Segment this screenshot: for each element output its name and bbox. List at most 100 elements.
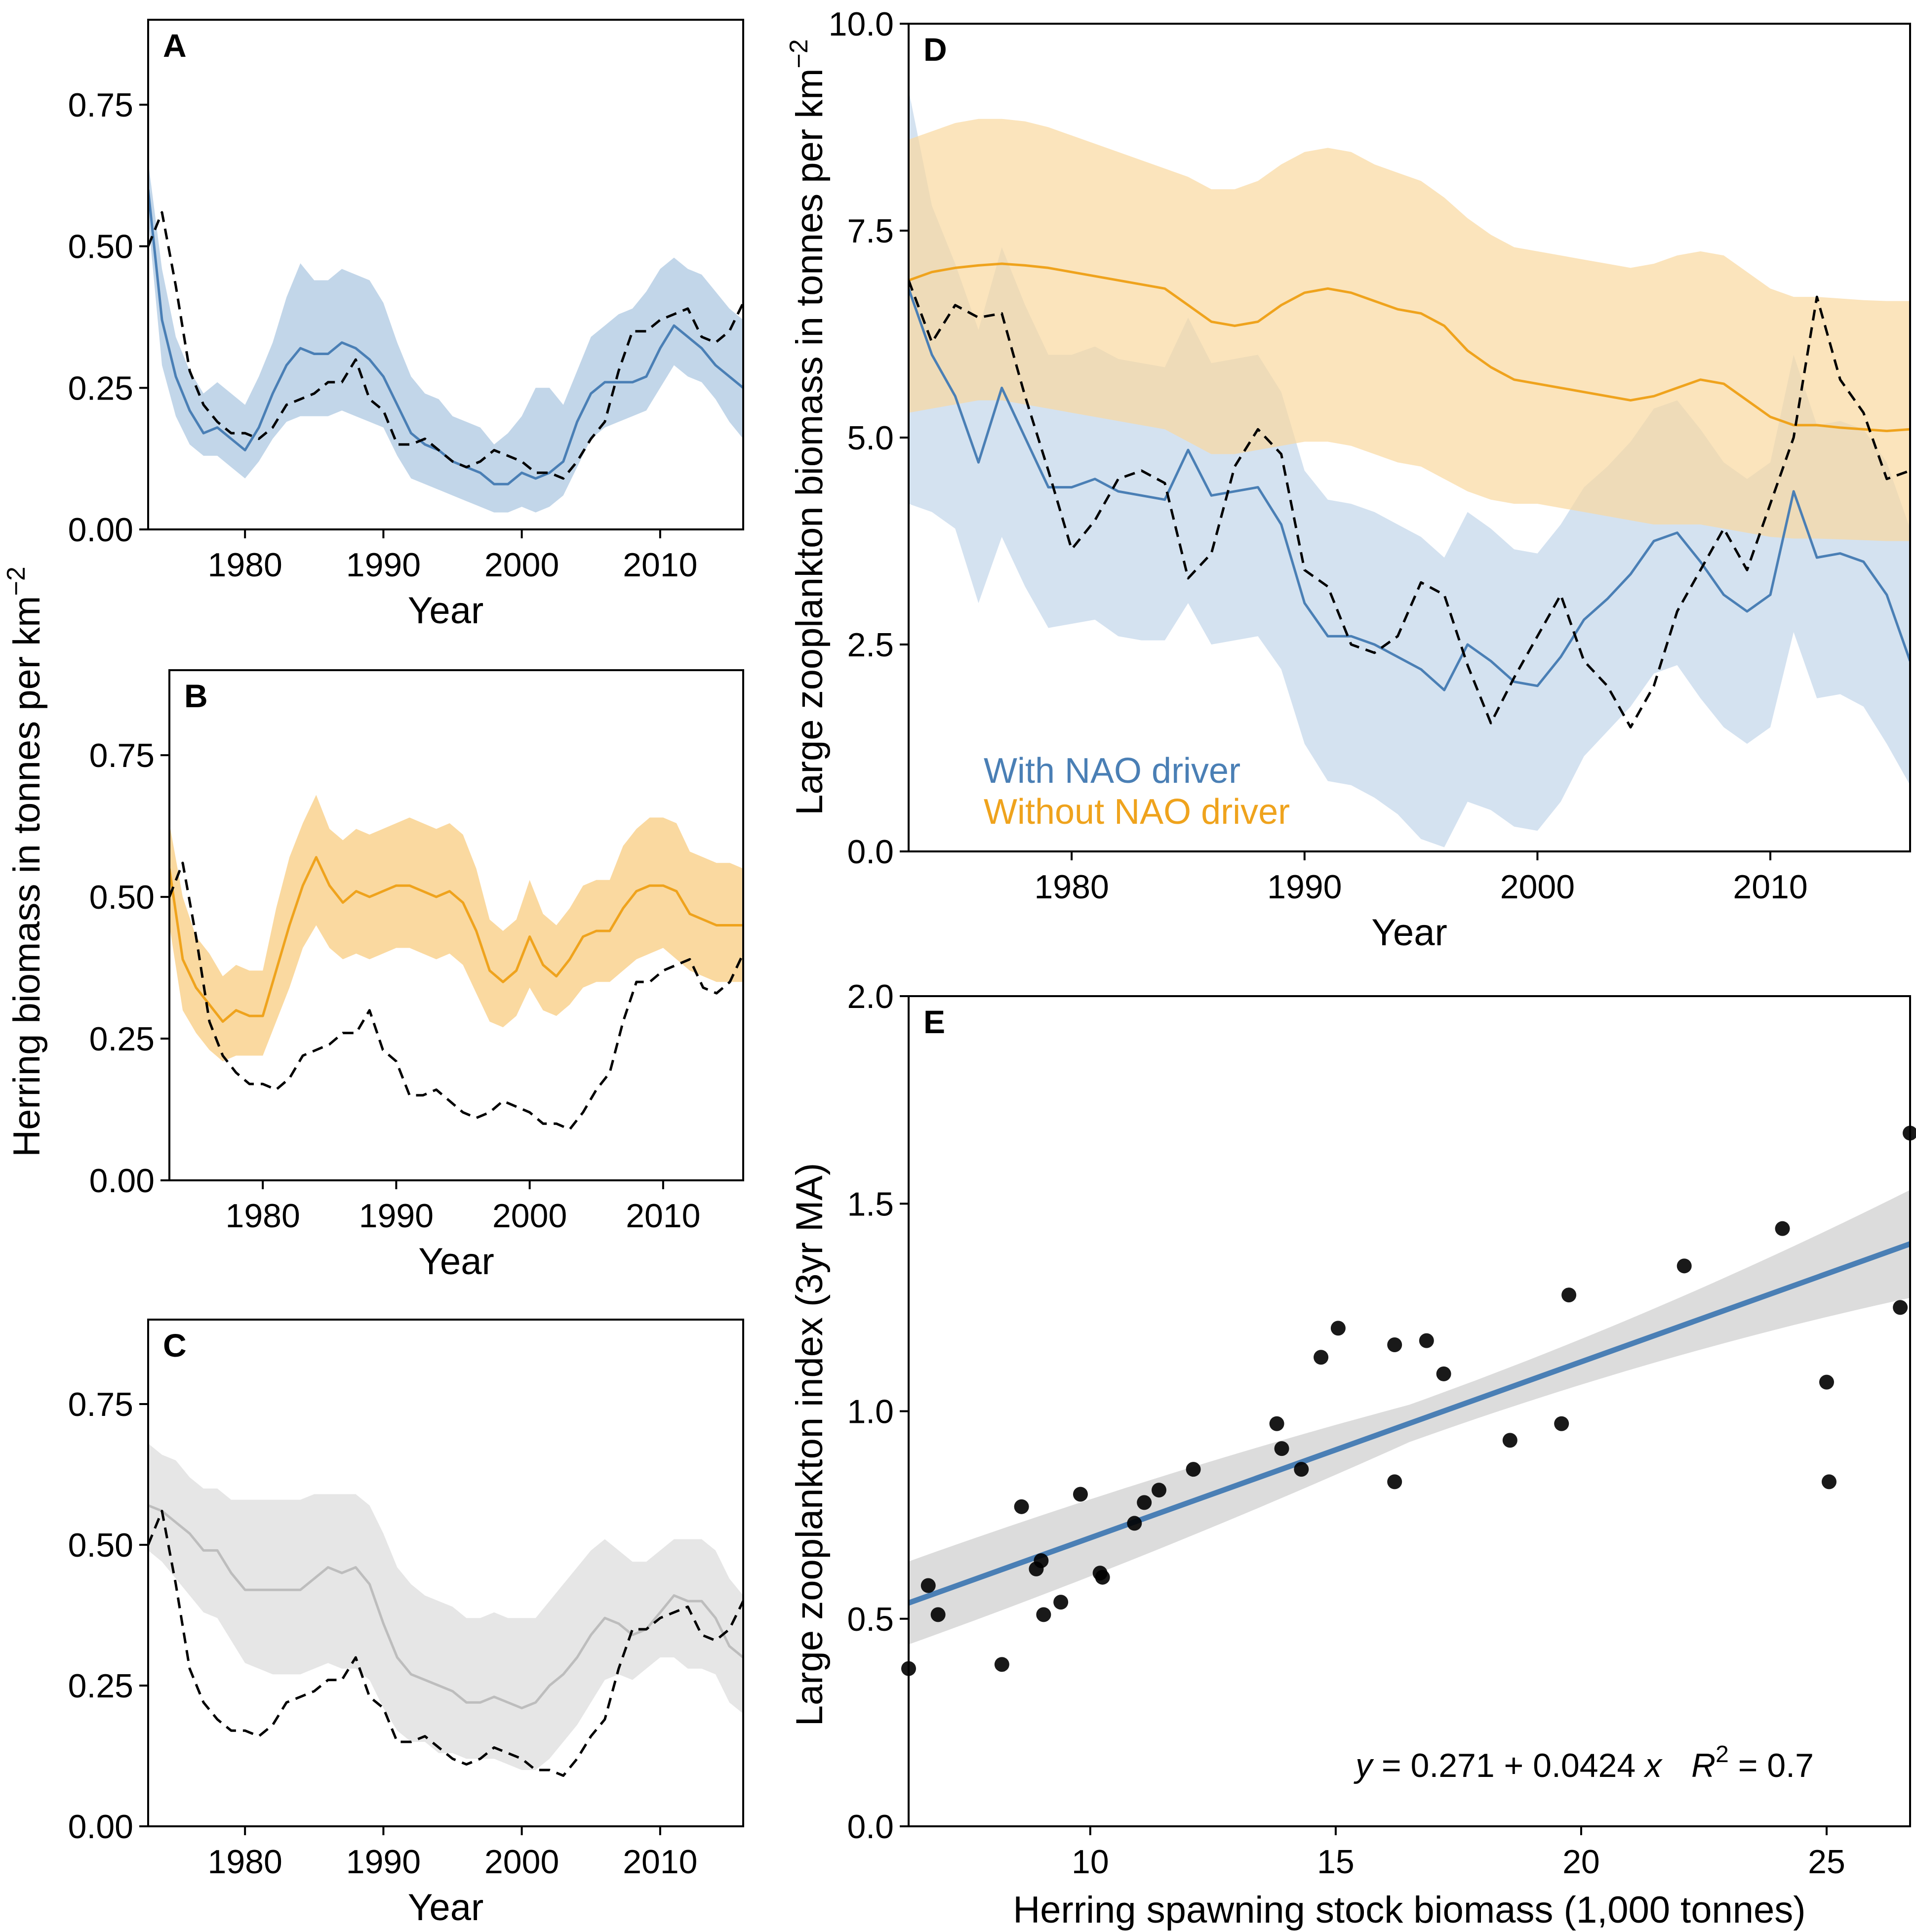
panel-d-bands [909,90,1910,847]
scatter-point [1152,1483,1166,1498]
scatter-point [1095,1570,1110,1585]
x-tick-label: 2000 [484,1843,559,1881]
panel-a-ticks: 1980 1990 2000 2010 0.00 0.25 0.50 0.75 [68,86,698,584]
y-tick-label: 0.0 [847,833,894,871]
scatter-point [1821,1474,1836,1489]
scatter-point [930,1607,946,1622]
scatter-point [1561,1288,1577,1303]
panel-b-letter: B [184,678,208,714]
panel-e-fit [909,1241,1910,1606]
scatter-point [1274,1441,1289,1456]
y-tick-label: 0.75 [68,86,133,124]
x-tick-label: 1980 [208,1843,282,1881]
panel-a-xlabel: Year [408,590,484,632]
eq-r: R [1691,1747,1716,1784]
panel-c-xlabel: Year [408,1887,484,1929]
panel-d-ylabel: Large zooplankton biomass in tonnes per … [785,39,831,815]
panel-b-ticks: 1980 1990 2000 2010 0.00 0.25 0.50 0.75 [89,737,701,1235]
x-tick-label: 1990 [359,1197,434,1235]
x-tick-label: 1980 [1034,868,1109,906]
y-tick-label: 0.75 [89,737,155,774]
band-blue [909,90,1910,847]
legend-with-nao: With NAO driver [984,751,1240,791]
line-blue [909,288,1910,691]
scatter-point [1502,1433,1517,1448]
fit-confidence-band [909,1190,1910,1645]
x-tick-label: 15 [1317,1843,1355,1881]
scatter-point [1314,1350,1329,1365]
scatter-point [1036,1607,1051,1622]
panel-c-frame [147,1319,744,1827]
panel-a-letter: A [163,27,187,64]
line-orange [909,262,1910,433]
line-observed [169,861,743,1131]
panel-e-letter: E [923,1004,945,1040]
scatter-point [1269,1416,1284,1431]
scatter-point [994,1657,1009,1672]
y-tick-label: 2.0 [847,978,894,1015]
scatter-point [1294,1462,1309,1477]
shared-ylabel: Herring biomass in tonnes per km−2 [2,566,48,1157]
panel-d-xlabel: Year [1371,912,1447,954]
y-tick-label: 0.25 [68,1667,133,1705]
fit-line [909,1241,1910,1606]
scatter-point [1330,1321,1346,1336]
shared-ylabel-text: Herring biomass in tonnes per km [6,596,48,1157]
panel-c-ticks: 1980 1990 2000 2010 0.00 0.25 0.50 0.75 [68,1386,698,1881]
panel-d-ylabel-sup: −2 [785,39,813,68]
panel-a-frame [147,19,744,530]
scatter-point [1893,1300,1908,1315]
scatter-point [1137,1495,1152,1510]
band-grey [148,1443,743,1770]
band-orange [909,119,1910,541]
shared-ylabel-sup: −2 [2,566,31,596]
panel-c-lines [148,1504,743,1777]
y-tick-label: 0.0 [847,1808,894,1846]
panel-e-points [901,1126,1916,1676]
panel-d-ylabel-text: Large zooplankton biomass in tonnes per … [789,68,831,815]
panel-a: 1980 1990 2000 2010 0.00 0.25 0.50 0.75 A Year [68,19,744,632]
scatter-point [1419,1333,1434,1348]
y-tick-label: 10.0 [829,5,894,43]
x-tick-label: 2010 [623,546,697,584]
x-tick-label: 1990 [1267,868,1342,906]
x-tick-label: 2010 [626,1197,700,1235]
x-tick-label: 1980 [226,1197,300,1235]
y-tick-label: 0.50 [68,1527,133,1564]
scatter-point [1034,1553,1049,1569]
line-observed [148,211,743,480]
x-tick-label: 2010 [1733,868,1807,906]
y-tick-label: 0.50 [89,879,155,916]
scatter-point [1676,1258,1692,1274]
legend-without-nao: Without NAO driver [984,792,1290,832]
panel-a-bands [148,161,743,513]
y-tick-label: 5.0 [847,419,894,457]
scatter-point [1387,1337,1402,1353]
y-tick-label: 0.25 [89,1020,155,1058]
x-tick-label: 1990 [346,546,421,584]
line-orange [169,856,743,1023]
x-tick-label: 2010 [623,1843,697,1881]
line-observed [909,280,1910,729]
y-tick-label: 7.5 [847,212,894,250]
panel-d-ticks: 1980 1990 2000 2010 0.0 2.5 5.0 7.5 10.0 [829,5,1808,906]
panel-c-letter: C [163,1327,187,1364]
x-tick-label: 25 [1808,1843,1845,1881]
eq-r-rest: = 0.7 [1729,1747,1814,1784]
scatter-point [1186,1462,1201,1477]
x-tick-label: 2000 [492,1197,567,1235]
panel-b-bands [169,795,743,1061]
panel-a-lines [148,189,743,485]
eq-x: x [1643,1747,1663,1784]
scatter-point [1819,1374,1834,1390]
scatter-point [1014,1499,1029,1514]
scatter-point [1073,1487,1088,1502]
panel-b-lines [169,856,743,1131]
eq-y: y [1354,1747,1374,1784]
panel-c: 1980 1990 2000 2010 0.00 0.25 0.50 0.75 C Year [68,1319,744,1929]
regression-equation: y = 0.271 + 0.0424 x R2 = 0.7 [1354,1741,1814,1784]
y-tick-label: 1.0 [847,1393,894,1431]
scatter-point [1053,1595,1069,1610]
band-orange [169,795,743,1061]
